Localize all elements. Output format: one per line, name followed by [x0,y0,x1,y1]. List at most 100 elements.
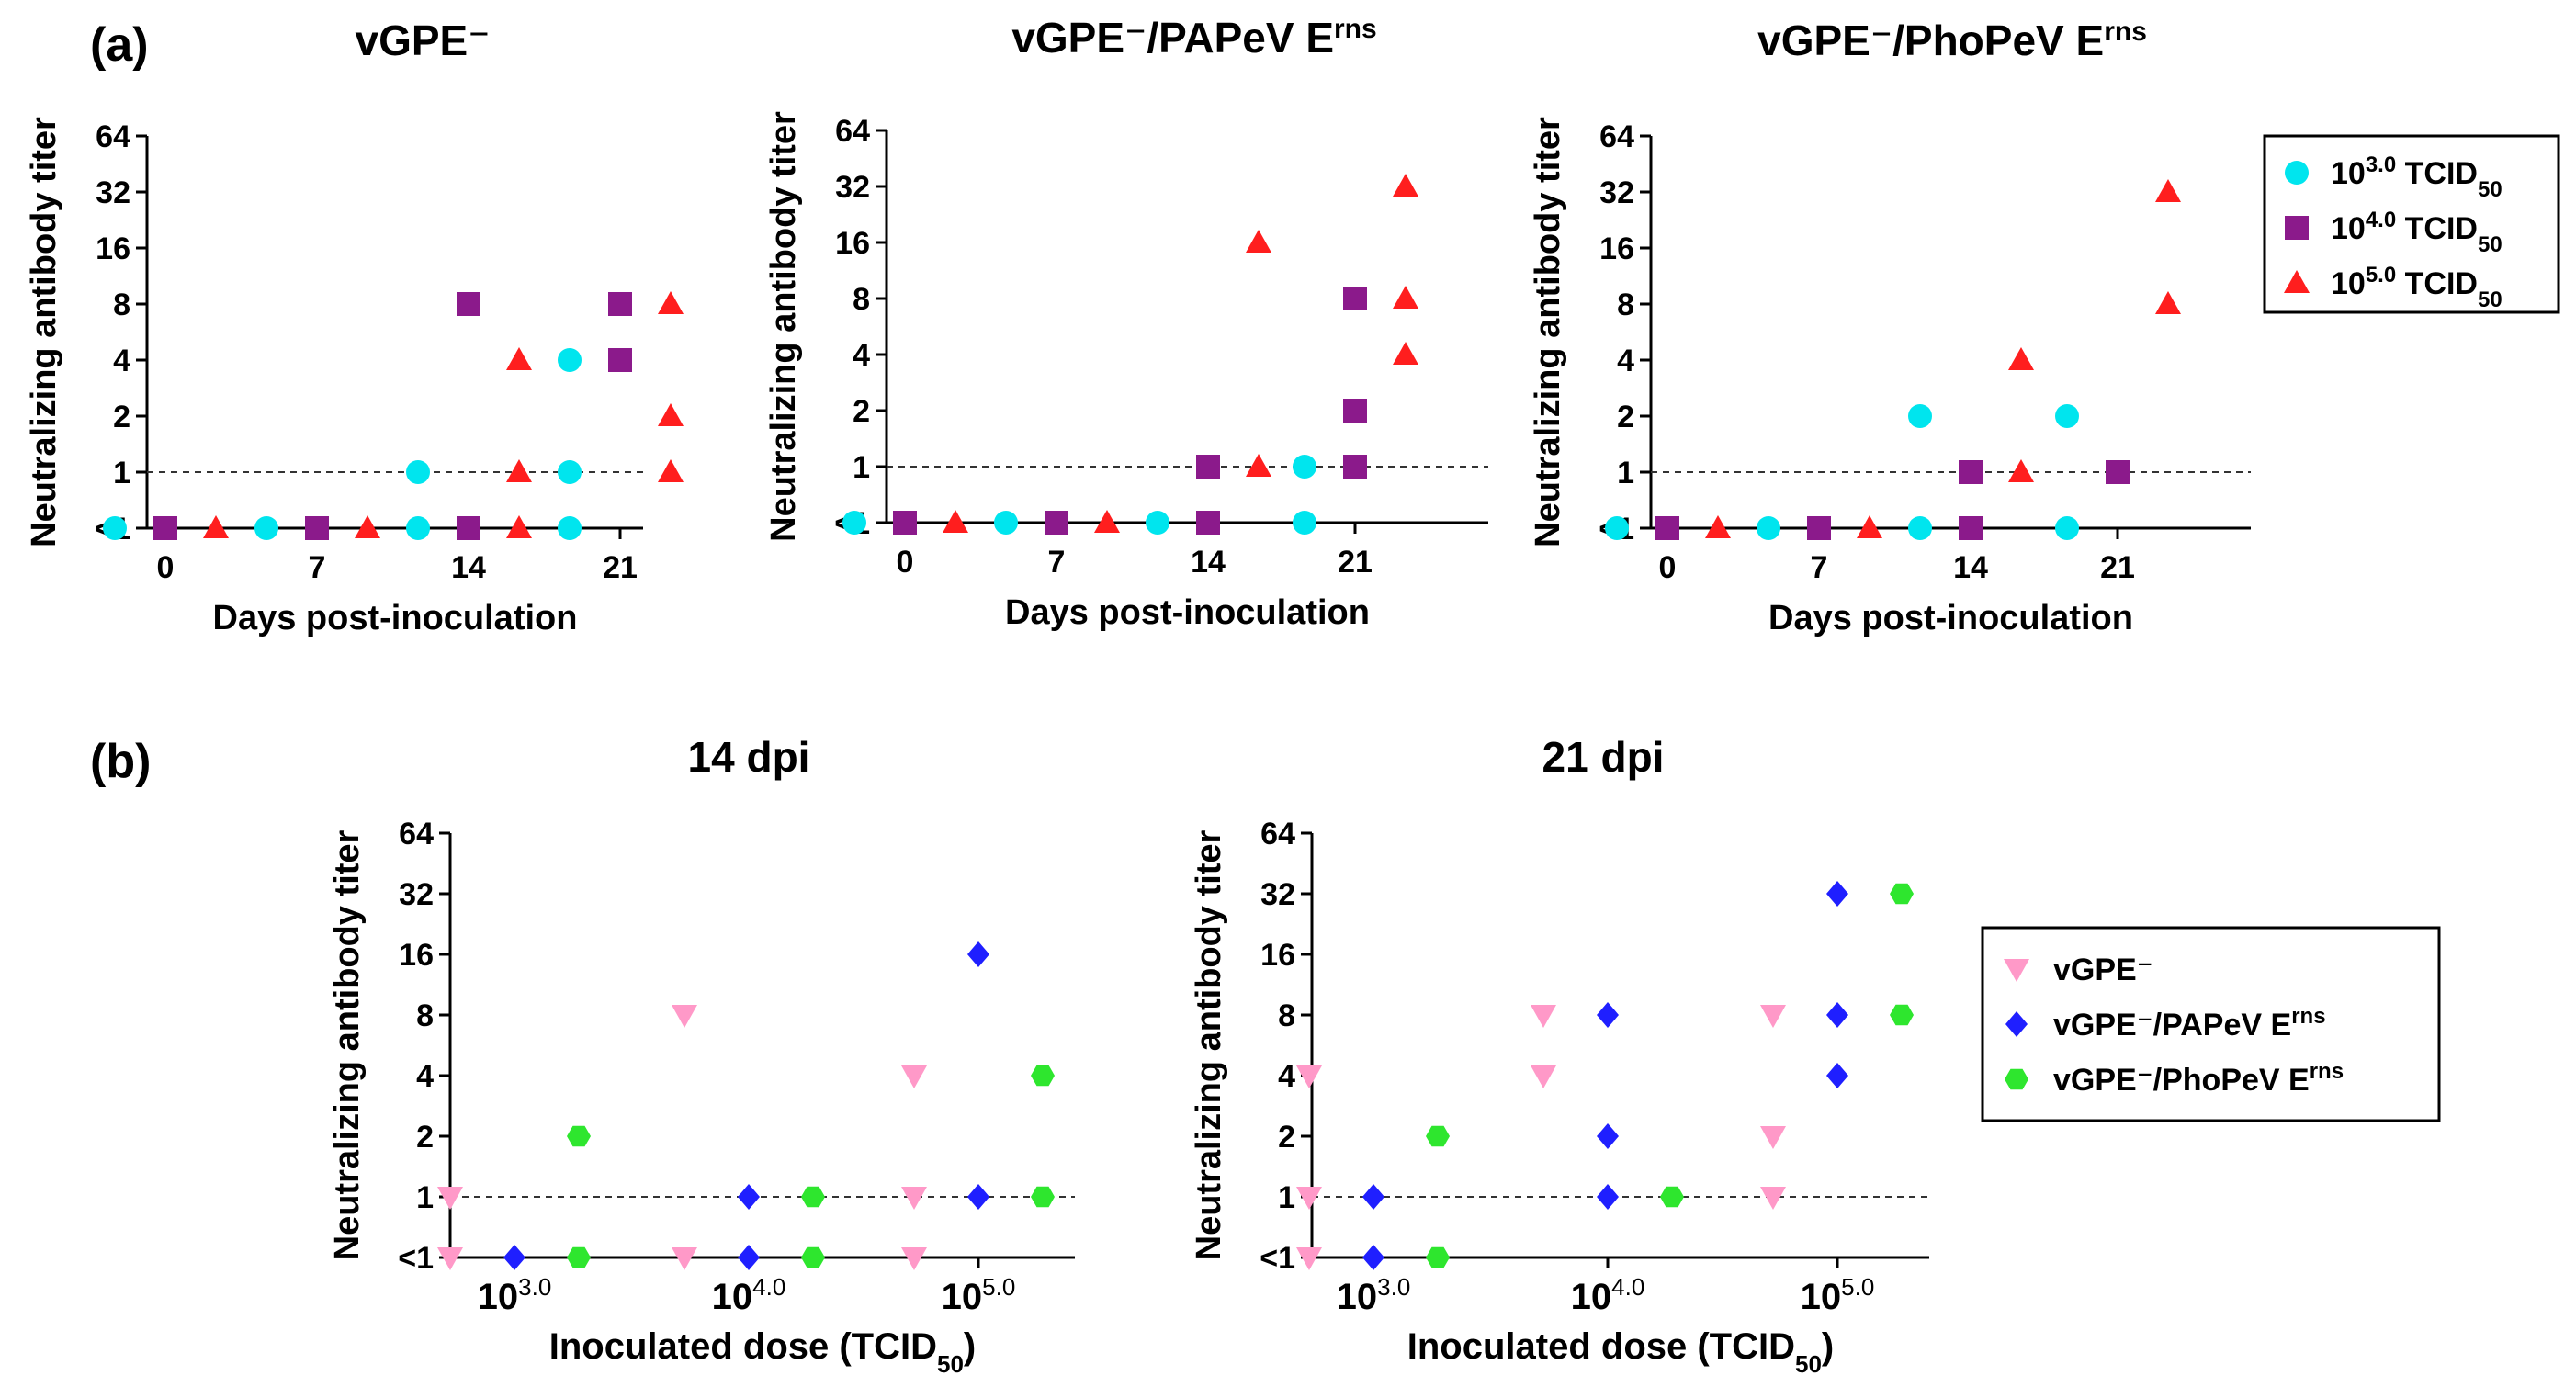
y-tick-label: 2 [113,400,130,434]
data-point [1705,515,1731,538]
legend-b-marker [2004,959,2029,982]
y-tick-label: 8 [853,282,870,317]
x-tick-label: 103.0 [478,1273,552,1317]
x-axis-label: Inoculated dose (TCID50) [549,1326,977,1378]
series-2 [1426,883,1914,1268]
data-point [203,515,229,538]
data-point [1393,174,1418,197]
chart-title-sup: rns [2104,17,2147,47]
y-axis-label: Neutralizing antibody titer [764,111,803,542]
data-point [2055,404,2079,428]
x-tick-label: 14 [1953,550,1988,585]
data-point [1826,881,1848,907]
x-axis-label: Days post-inoculation [213,599,578,637]
data-point [943,510,968,533]
y-tick-label: 64 [96,119,130,154]
x-tick-exponent: 3.0 [1377,1273,1410,1301]
data-point [1597,1123,1619,1149]
y-tick-label: 2 [1278,1120,1295,1155]
y-tick-label: 32 [96,175,130,210]
data-point [901,1247,927,1270]
x-tick-label: 104.0 [1571,1273,1645,1317]
y-axis-label: Neutralizing antibody titer [25,117,63,547]
y-axis-label: Neutralizing antibody titer [1190,829,1228,1260]
y-tick-label: 8 [416,998,434,1033]
data-point [558,516,582,540]
y-tick-label: <1 [398,1241,434,1276]
data-point [842,511,866,535]
y-tick-label: 16 [96,231,130,266]
data-point [1807,516,1831,540]
y-tick-label: 4 [416,1059,434,1094]
chart-title: vGPE⁻/PAPeV Erns [1011,14,1376,62]
data-point [1908,404,1932,428]
series-0 [1605,404,2079,540]
data-point [355,515,380,538]
series-2 [1705,179,2181,538]
data-point [658,291,684,314]
data-point [658,459,684,482]
data-point [1597,1002,1619,1028]
series-1 [1362,881,1848,1270]
data-point [1426,1246,1450,1268]
x-axis-label-sub: 50 [1795,1350,1822,1378]
data-point [1393,286,1418,309]
x-axis-label-end: ) [1822,1326,1834,1367]
y-tick-label: 32 [1260,877,1295,912]
legend-virus: vGPE⁻ vGPE⁻/PAPeV Erns vGPE⁻/PhoPeV Erns [1981,926,2441,1122]
series-1 [893,287,1367,535]
data-point [1246,454,1271,477]
y-tick-label: 64 [399,817,434,851]
x-tick-label: 0 [897,545,914,580]
y-tick-label: 2 [853,394,870,429]
series-0 [1296,1005,1786,1270]
series-2 [203,291,684,538]
y-tick-label: 4 [853,338,870,373]
series-1 [1655,460,2130,540]
data-point [1031,1065,1055,1087]
x-tick-exponent: 3.0 [518,1273,551,1301]
panel-label-a: (a) [90,18,149,72]
y-tick-label: 4 [1617,344,1634,378]
x-tick-label: 0 [1659,550,1677,585]
data-point [1605,516,1629,540]
data-point [901,1187,927,1210]
y-tick-label: 8 [113,287,130,322]
data-point [1757,516,1780,540]
chart-2: vGPE⁻/PhoPeV Erns<11248163264Neutralizin… [1529,17,2251,637]
x-axis-label: Days post-inoculation [1768,599,2133,637]
data-point [608,348,632,372]
data-point [1597,1184,1619,1210]
legend-b-marker [2005,1011,2028,1037]
data-point [2008,347,2034,370]
chart-title: 14 dpi [688,733,810,781]
data-point [558,460,582,484]
data-point [1826,1002,1848,1028]
legend-b-label: vGPE⁻/PhoPeV Erns [2053,1059,2344,1099]
data-point [801,1186,825,1208]
y-tick-label: 1 [416,1180,434,1215]
data-point [893,511,917,535]
y-tick-label: 32 [1599,175,1634,210]
data-point [1426,1125,1450,1147]
y-axis-label: Neutralizing antibody titer [328,829,367,1260]
x-tick-exponent: 5.0 [1841,1273,1874,1301]
x-tick-label: 7 [1811,550,1828,585]
data-point [967,1184,989,1210]
data-point [672,1247,697,1270]
data-point [2008,459,2034,482]
legend-a-box [2263,134,2560,314]
y-tick-label: 1 [853,450,870,485]
x-tick-exponent: 4.0 [752,1273,785,1301]
data-point [967,941,989,967]
data-point [1857,515,1882,538]
x-tick-label: 21 [2100,550,2135,585]
data-point [1045,511,1068,535]
data-point [1760,1187,1786,1210]
y-tick-label: 16 [399,938,434,973]
data-point [1362,1184,1384,1210]
y-tick-label: 2 [416,1120,434,1155]
data-point [2155,179,2181,202]
